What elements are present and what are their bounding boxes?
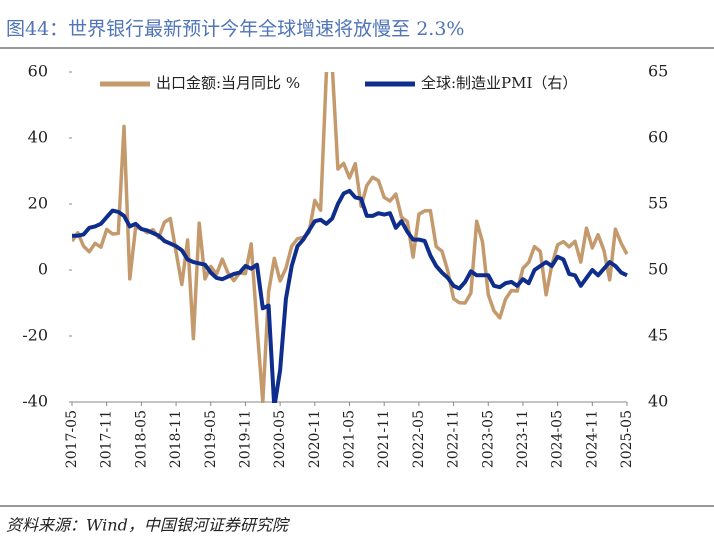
y-tick-label: -20 [22,326,48,345]
x-tick-label: 2018-11 [168,410,184,468]
y2-tick-label: 45 [648,326,668,345]
x-tick-label: 2020-11 [307,410,323,468]
x-tick-label: 2021-11 [376,410,392,468]
series-line [72,72,628,403]
y2-tick-label: 50 [648,260,668,279]
source: 资料来源：Wind，中国银河证券研究院 [6,516,291,535]
x-tick-label: 2017-11 [99,410,115,468]
legend-label: 全球:制造业PMI（右） [421,74,577,92]
x-tick-label: 2022-11 [446,410,462,468]
series-line [72,188,628,403]
x-tick-label: 2023-05 [480,410,496,468]
x-tick-label: 2024-11 [584,410,600,468]
x-tick-label: 2019-05 [203,410,219,468]
x-tick-label: 2020-05 [272,410,288,468]
x-tick-label: 2021-05 [342,410,358,468]
y-tick-label: -40 [22,392,48,411]
y2-tick-label: 40 [648,392,668,411]
y2-tick-label: 55 [648,194,668,213]
y2-tick-label: 60 [648,128,668,147]
x-tick-label: 2019-11 [237,410,253,468]
x-tick-label: 2018-05 [133,410,149,468]
plot-area [72,72,628,403]
y-tick-label: 0 [38,260,48,279]
x-tick-label: 2025-05 [619,410,635,468]
y-tick-label: 40 [28,128,48,147]
chart-title: 图44：世界银行最新预计今年全球增速将放慢至 2.3% [6,18,465,40]
y-tick-label: 20 [28,194,48,213]
x-tick-label: 2017-05 [64,410,80,468]
x-tick-label: 2022-05 [411,410,427,468]
x-tick-label: 2024-05 [550,410,566,468]
legend-label: 出口金额:当月同比 % [156,74,300,92]
y2-tick-label: 65 [648,62,668,81]
y-tick-label: 60 [28,62,48,81]
x-tick-label: 2023-11 [515,410,531,468]
